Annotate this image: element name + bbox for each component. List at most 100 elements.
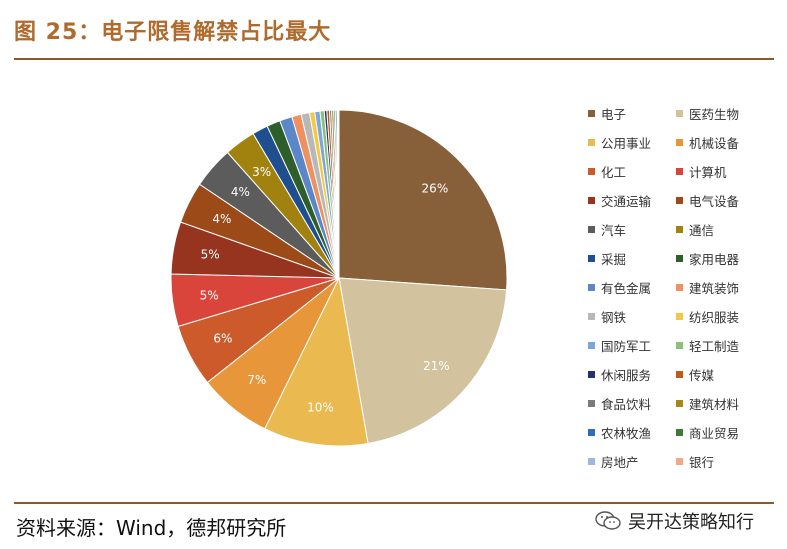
legend-item: 化工 xyxy=(588,162,626,181)
legend-label: 家用电器 xyxy=(689,252,740,267)
legend-swatch xyxy=(588,371,595,378)
legend-label: 通信 xyxy=(689,223,715,238)
slice-label-1: 21% xyxy=(423,359,450,373)
legend-swatch xyxy=(676,342,683,349)
legend-swatch xyxy=(676,458,683,465)
slice-label-5: 5% xyxy=(200,289,219,303)
legend-swatch xyxy=(588,168,595,175)
legend-item: 家用电器 xyxy=(676,249,739,268)
legend-swatch xyxy=(588,197,595,204)
legend-swatch xyxy=(676,400,683,407)
legend-swatch xyxy=(588,313,595,320)
slice-label-2: 10% xyxy=(307,401,334,415)
legend-swatch xyxy=(588,226,595,233)
legend-label: 传媒 xyxy=(689,368,715,383)
legend-label: 汽车 xyxy=(601,223,627,238)
slice-label-0: 26% xyxy=(422,182,449,196)
bottom-divider xyxy=(14,502,774,504)
legend-item: 轻工制造 xyxy=(676,336,739,355)
slice-label-4: 6% xyxy=(213,332,232,346)
legend-label: 房地产 xyxy=(601,455,639,470)
legend-item: 建筑材料 xyxy=(676,394,739,413)
legend-item: 汽车 xyxy=(588,220,626,239)
top-divider xyxy=(14,58,774,60)
slice-label-6: 5% xyxy=(201,247,220,261)
legend-item: 休闲服务 xyxy=(588,365,651,384)
legend-item: 有色金属 xyxy=(588,278,651,297)
slice-label-3: 7% xyxy=(247,373,266,387)
pie-slice-25 xyxy=(337,109,340,279)
pie-slice-0 xyxy=(338,109,508,291)
legend-item: 纺织服装 xyxy=(676,307,739,326)
legend-swatch xyxy=(588,284,595,291)
legend-item: 银行 xyxy=(676,452,714,471)
legend-label: 采掘 xyxy=(601,252,627,267)
legend-swatch xyxy=(676,110,683,117)
slice-label-7: 4% xyxy=(212,212,231,226)
legend-label: 公用事业 xyxy=(601,136,652,151)
legend-swatch xyxy=(588,429,595,436)
legend-item: 传媒 xyxy=(676,365,714,384)
legend-label: 食品饮料 xyxy=(601,397,652,412)
legend-label: 计算机 xyxy=(689,165,727,180)
legend-swatch xyxy=(588,458,595,465)
legend-item: 国防军工 xyxy=(588,336,651,355)
legend-swatch xyxy=(676,197,683,204)
legend-item: 采掘 xyxy=(588,249,626,268)
legend-swatch xyxy=(588,400,595,407)
legend-item: 农林牧渔 xyxy=(588,423,651,442)
legend-item: 计算机 xyxy=(676,162,727,181)
legend-swatch xyxy=(676,371,683,378)
legend-item: 建筑装饰 xyxy=(676,278,739,297)
legend-label: 医药生物 xyxy=(689,107,740,122)
watermark-text: 吴开达策略知行 xyxy=(628,512,754,533)
legend-label: 休闲服务 xyxy=(601,368,652,383)
legend-swatch xyxy=(588,110,595,117)
wechat-icon xyxy=(595,511,621,530)
legend-label: 银行 xyxy=(689,455,715,470)
chart-title: 图 25：电子限售解禁占比最大 xyxy=(14,20,332,45)
legend-swatch xyxy=(676,168,683,175)
legend-item: 电气设备 xyxy=(676,191,739,210)
legend-item: 医药生物 xyxy=(676,104,739,123)
legend-label: 交通运输 xyxy=(601,194,652,209)
legend-swatch xyxy=(588,139,595,146)
legend-label: 商业贸易 xyxy=(689,426,740,441)
pie-slice-1 xyxy=(338,277,508,445)
legend-label: 钢铁 xyxy=(601,310,627,325)
legend-swatch xyxy=(676,139,683,146)
legend-label: 机械设备 xyxy=(689,136,740,151)
legend-swatch xyxy=(676,313,683,320)
legend-label: 建筑装饰 xyxy=(689,281,740,296)
legend-swatch xyxy=(588,342,595,349)
watermark: 吴开达策略知行 xyxy=(594,508,754,534)
legend-label: 有色金属 xyxy=(601,281,652,296)
legend-item: 交通运输 xyxy=(588,191,651,210)
legend-label: 纺织服装 xyxy=(689,310,740,325)
legend-label: 国防军工 xyxy=(601,339,652,354)
legend-swatch xyxy=(676,226,683,233)
legend-swatch xyxy=(588,255,595,262)
legend-swatch xyxy=(676,429,683,436)
legend-item: 食品饮料 xyxy=(588,394,651,413)
legend-item: 通信 xyxy=(676,220,714,239)
legend-label: 电气设备 xyxy=(689,194,740,209)
legend-label: 建筑材料 xyxy=(689,397,740,412)
slice-label-9: 3% xyxy=(252,165,271,179)
legend-swatch xyxy=(676,255,683,262)
legend-item: 房地产 xyxy=(588,452,639,471)
legend-label: 农林牧渔 xyxy=(601,426,652,441)
legend-item: 机械设备 xyxy=(676,133,739,152)
legend-item: 公用事业 xyxy=(588,133,651,152)
legend-label: 化工 xyxy=(601,165,627,180)
legend-swatch xyxy=(676,284,683,291)
source-note: 资料来源：Wind，德邦研究所 xyxy=(16,516,287,540)
legend-label: 电子 xyxy=(601,107,627,122)
slice-label-8: 4% xyxy=(231,185,250,199)
legend-item: 商业贸易 xyxy=(676,423,739,442)
legend-item: 钢铁 xyxy=(588,307,626,326)
legend-label: 轻工制造 xyxy=(689,339,740,354)
pie-slice-2 xyxy=(264,276,369,447)
legend-item: 电子 xyxy=(588,104,626,123)
